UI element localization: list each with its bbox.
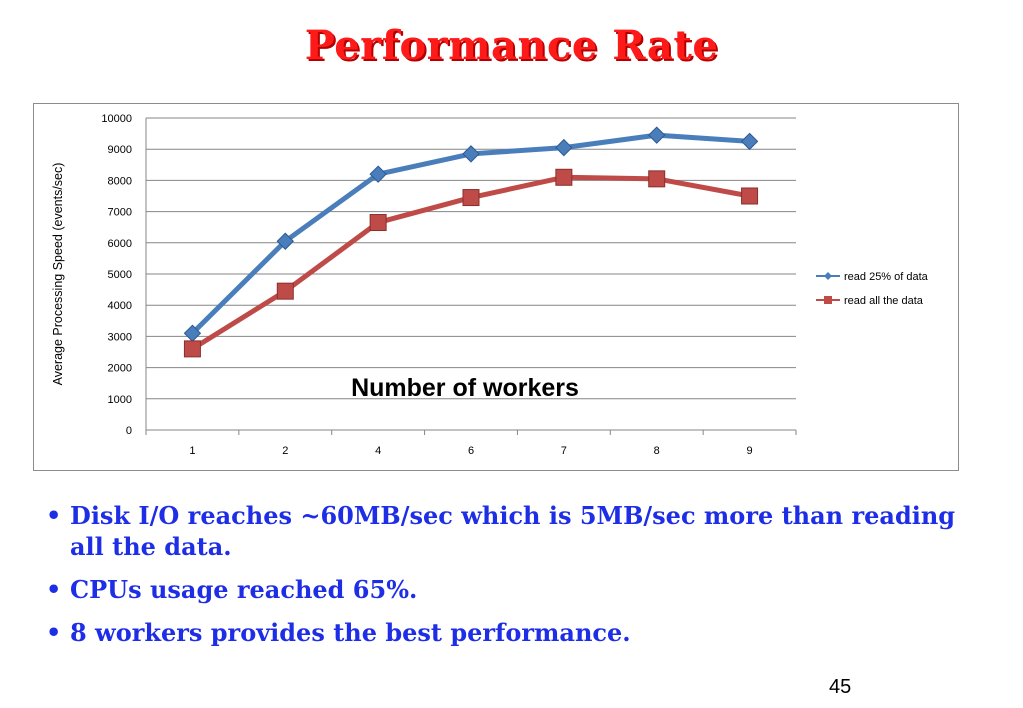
y-tick-label: 5000	[108, 269, 132, 281]
y-tick-label: 8000	[108, 175, 132, 187]
y-tick-label: 1000	[108, 394, 132, 406]
bullet-list: • Disk I/O reaches ~60MB/sec which is 5MB…	[46, 500, 986, 660]
data-point-diamond	[369, 165, 387, 183]
bullet-dot-icon: •	[46, 501, 62, 530]
y-tick-label: 2000	[108, 363, 132, 375]
y-axis-title: Average Processing Speed (events/sec)	[51, 163, 65, 386]
x-tick-label: 7	[561, 445, 567, 457]
bullet-text: CPUs usage reached 65%.	[70, 575, 418, 604]
y-tick-label: 6000	[108, 238, 132, 250]
x-tick-label: 2	[282, 445, 288, 457]
data-point-diamond	[555, 138, 573, 157]
bullet-dot-icon: •	[46, 618, 62, 647]
x-tick-label: 6	[468, 445, 474, 457]
y-tick-label: 3000	[108, 331, 132, 343]
slide-title: Performance Rate	[304, 22, 719, 69]
bullet-text: 8 workers provides the best performance.	[70, 618, 631, 647]
data-point-square	[741, 187, 759, 205]
y-tick-label: 10000	[101, 113, 132, 125]
legend-diamond-icon	[824, 272, 832, 280]
bullet-text: Disk I/O reaches ~60MB/sec which is 5MB/…	[70, 501, 956, 561]
x-tick-label: 9	[747, 445, 753, 457]
page-number: 45	[829, 676, 852, 698]
x-tick-label: 1	[189, 445, 195, 457]
data-point-square	[276, 282, 294, 300]
data-point-square	[648, 170, 666, 188]
line-chart: 0 1000 2000 3000 4000 5000 6000 7000 8000 9000 100…	[51, 113, 929, 457]
legend-label: read 25% of data	[844, 271, 929, 283]
legend-label: read all the data	[844, 295, 924, 307]
x-tick-label: 4	[375, 445, 381, 457]
data-point-diamond	[648, 126, 666, 144]
data-point-square	[462, 189, 480, 207]
data-point-square	[555, 168, 573, 186]
data-point-diamond	[276, 232, 294, 250]
bullet-dot-icon: •	[46, 575, 62, 604]
series-line-1	[189, 132, 753, 336]
legend-square-icon	[824, 296, 832, 304]
data-point-square	[183, 340, 201, 358]
x-tick-label: 8	[654, 445, 660, 457]
bullet-item: • CPUs usage reached 65%.	[46, 574, 986, 605]
data-point-diamond	[740, 132, 759, 151]
bullet-item: • 8 workers provides the best performance…	[46, 617, 986, 648]
y-tick-label: 4000	[108, 300, 132, 312]
x-axis-title: Number of workers	[351, 374, 579, 402]
y-tick-label: 9000	[108, 144, 132, 156]
data-point-diamond	[462, 145, 480, 163]
y-tick-label: 0	[126, 425, 132, 437]
data-point-square	[369, 214, 387, 232]
y-tick-label: 7000	[108, 207, 132, 219]
bullet-item: • Disk I/O reaches ~60MB/sec which is 5MB…	[46, 500, 986, 562]
chart-frame: 0 1000 2000 3000 4000 5000 6000 7000 8000 9000 100…	[33, 103, 959, 471]
